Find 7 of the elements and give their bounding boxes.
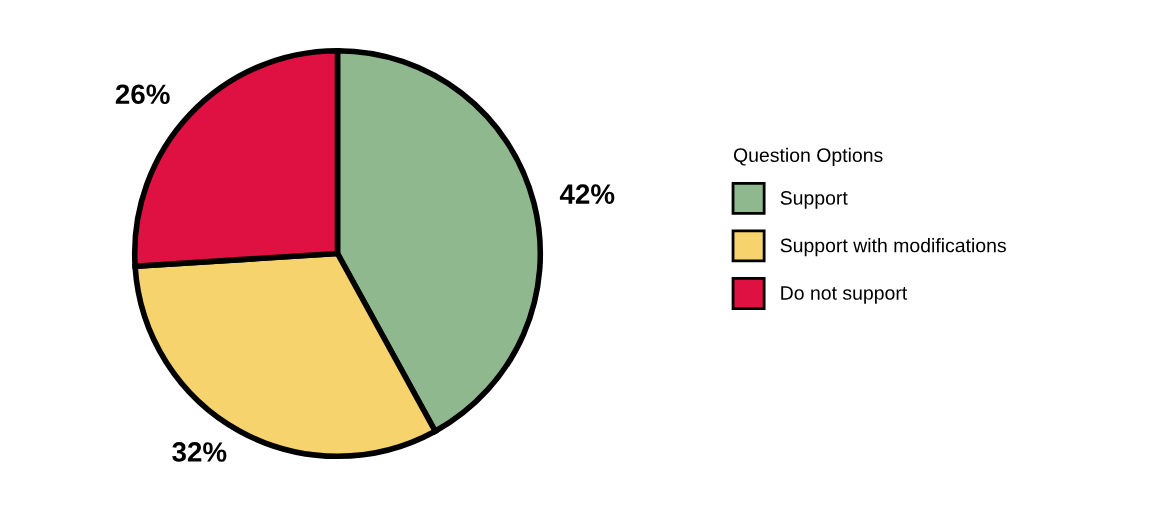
- legend-label: Support: [780, 191, 848, 209]
- data-label: 42%: [559, 184, 615, 204]
- data-label: 26%: [115, 84, 170, 105]
- legend-label: Do not support: [781, 286, 908, 304]
- legend-label: Support with modifications: [780, 238, 1006, 257]
- data-label: 32%: [172, 442, 227, 462]
- legend-title: Question Options: [733, 147, 883, 166]
